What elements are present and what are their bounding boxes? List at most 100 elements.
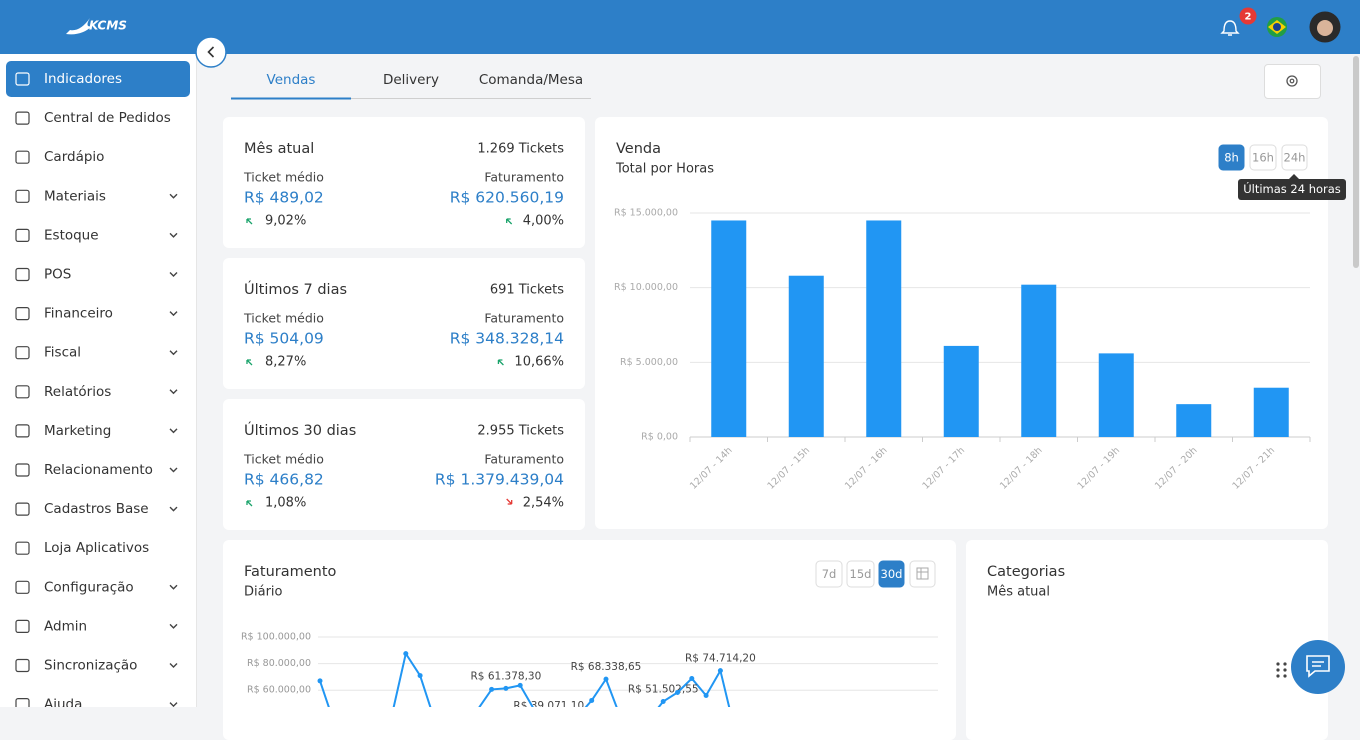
range-button-label[interactable]: 8h xyxy=(1224,151,1239,165)
avatar-face xyxy=(1317,20,1333,36)
y-tick-label: R$ 10.000,00 xyxy=(614,282,678,293)
revenue-change: 4,00% xyxy=(523,214,564,229)
menu-item[interactable]: Indicadores xyxy=(44,71,122,87)
menu-icon xyxy=(15,580,30,594)
submenu-chevron xyxy=(169,584,178,590)
revenue-label: Faturamento xyxy=(484,311,564,326)
data-label: R$ 39.071,10 xyxy=(513,700,584,707)
range-button-label[interactable]: 24h xyxy=(1284,151,1306,165)
card-title: Últimos 30 dias xyxy=(244,421,356,439)
trend-up-icon xyxy=(497,359,504,366)
bell-icon[interactable] xyxy=(1220,20,1240,36)
chat-icon xyxy=(1306,655,1330,678)
menu-item-active[interactable] xyxy=(6,61,190,97)
trend-down-icon xyxy=(506,498,513,505)
drag-handle-dot xyxy=(1276,662,1280,666)
range-button[interactable] xyxy=(1218,144,1245,171)
menu-item[interactable]: Estoque xyxy=(44,227,99,243)
collapse-button[interactable] xyxy=(195,36,227,68)
tab[interactable]: Vendas xyxy=(267,72,316,88)
range-button-label[interactable]: 7d xyxy=(822,567,837,581)
menu-item[interactable]: Sincronização xyxy=(44,658,137,674)
menu-item[interactable]: Fiscal xyxy=(44,345,81,361)
range-button-label[interactable]: 30d xyxy=(881,567,903,581)
table-view-button[interactable] xyxy=(909,560,936,588)
menu-item[interactable]: Financeiro xyxy=(44,306,113,322)
summary-card xyxy=(223,117,585,248)
line-point xyxy=(503,685,509,691)
drag-handle-dot xyxy=(1276,668,1280,672)
card-title: Categorias xyxy=(987,564,1065,580)
line-point xyxy=(717,668,723,674)
bar xyxy=(788,275,824,437)
chat-button[interactable] xyxy=(1291,640,1345,694)
menu-item[interactable]: Admin xyxy=(44,618,87,634)
bar xyxy=(943,345,979,437)
gear-icon xyxy=(1286,75,1298,87)
bar xyxy=(1253,387,1289,437)
x-tick-label: 12/07 - 19h xyxy=(1075,445,1122,492)
bar xyxy=(866,220,902,437)
menu-icon xyxy=(15,385,30,399)
range-button[interactable] xyxy=(1281,144,1308,171)
range-button[interactable] xyxy=(815,560,843,588)
settings-button[interactable] xyxy=(1264,64,1321,99)
menu-icon xyxy=(15,502,30,516)
menu-icon xyxy=(15,307,30,321)
data-label: R$ 61.378,30 xyxy=(471,670,542,682)
revenue-value: R$ 348.328,14 xyxy=(450,330,564,348)
submenu-chevron xyxy=(169,467,178,473)
y-tick-label: R$ 0,00 xyxy=(641,432,678,443)
drag-handle-dot xyxy=(1283,674,1287,678)
menu-icon xyxy=(15,658,30,673)
range-button-label[interactable]: 15d xyxy=(850,567,872,581)
menu-item[interactable]: Relacionamento xyxy=(44,462,153,478)
range-button-label[interactable]: 16h xyxy=(1252,151,1274,165)
bar xyxy=(1021,284,1057,437)
menu-item[interactable]: Configuração xyxy=(44,579,134,595)
range-button[interactable] xyxy=(846,560,875,588)
menu-item[interactable]: Cadastros Base xyxy=(44,501,149,517)
card-tickets: 691 Tickets xyxy=(490,283,564,298)
menu-icon xyxy=(15,541,30,555)
drag-handle-dot xyxy=(1283,662,1287,666)
collapse-chevron xyxy=(207,46,215,58)
menu-icon xyxy=(15,111,30,125)
y-tick-label: R$ 15.000,00 xyxy=(614,208,678,219)
flag-globe xyxy=(1273,23,1281,31)
revenue-value: R$ 620.560,19 xyxy=(450,189,564,207)
chart-title: Faturamento xyxy=(244,564,337,580)
data-label: R$ 74.714,20 xyxy=(685,653,756,665)
menu-item[interactable]: Central de Pedidos xyxy=(44,110,171,126)
menu-icon xyxy=(15,424,30,438)
menu-item[interactable]: Marketing xyxy=(44,423,111,439)
trend-up-icon xyxy=(246,500,253,507)
menu-icon xyxy=(15,346,30,360)
tab[interactable]: Comanda/Mesa xyxy=(479,72,583,88)
top-bar xyxy=(0,0,1360,54)
range-button[interactable] xyxy=(878,560,905,588)
menu-item[interactable]: Ajuda xyxy=(44,697,82,707)
overlay: KCMS 2 Indicadores Central de Pedidos Card… xyxy=(6,7,1346,707)
line-point xyxy=(403,651,409,657)
gear-center xyxy=(1289,78,1295,84)
range-button[interactable] xyxy=(1249,144,1277,171)
menu-item[interactable]: POS xyxy=(44,267,71,283)
menu-item[interactable]: Cardápio xyxy=(44,149,104,165)
line-point xyxy=(660,699,666,705)
bar xyxy=(1176,404,1212,437)
revenue-change: 2,54% xyxy=(523,496,564,511)
trend-up-icon xyxy=(506,218,513,225)
tooltip xyxy=(1238,179,1346,200)
data-label: R$ 51.502,55 xyxy=(628,684,699,696)
menu-icon xyxy=(15,72,30,86)
menu-item[interactable]: Relatórios xyxy=(44,384,111,400)
menu-item[interactable]: Materiais xyxy=(44,188,106,204)
menu-icon xyxy=(15,228,30,242)
menu-item[interactable]: Loja Aplicativos xyxy=(44,540,149,556)
bar xyxy=(1098,353,1134,437)
y-tick-label: R$ 80.000,00 xyxy=(247,658,311,669)
tab[interactable]: Delivery xyxy=(383,72,439,88)
revenue-label: Faturamento xyxy=(484,452,564,467)
